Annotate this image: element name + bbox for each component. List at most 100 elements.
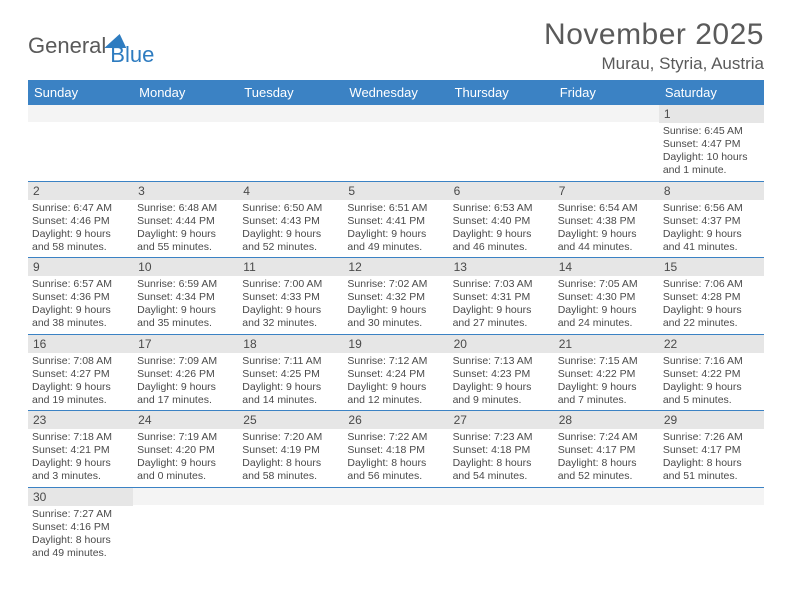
calendar-day-cell: 18Sunrise: 7:11 AMSunset: 4:25 PMDayligh… [238, 334, 343, 411]
calendar-day-cell [659, 487, 764, 563]
weekday-header: Sunday [28, 80, 133, 105]
day-number: 7 [554, 182, 659, 200]
weekday-header: Tuesday [238, 80, 343, 105]
sunrise-text: Sunrise: 6:56 AM [663, 202, 760, 215]
calendar-day-cell: 14Sunrise: 7:05 AMSunset: 4:30 PMDayligh… [554, 258, 659, 335]
sunset-text: Sunset: 4:37 PM [663, 215, 760, 228]
calendar-day-cell: 3Sunrise: 6:48 AMSunset: 4:44 PMDaylight… [133, 181, 238, 258]
calendar-day-cell [238, 105, 343, 181]
sunset-text: Sunset: 4:18 PM [347, 444, 444, 457]
day-number: 4 [238, 182, 343, 200]
calendar-day-cell: 17Sunrise: 7:09 AMSunset: 4:26 PMDayligh… [133, 334, 238, 411]
calendar-day-cell: 30Sunrise: 7:27 AMSunset: 4:16 PMDayligh… [28, 487, 133, 563]
calendar-day-cell: 10Sunrise: 6:59 AMSunset: 4:34 PMDayligh… [133, 258, 238, 335]
day-number: 20 [449, 335, 554, 353]
calendar-day-cell [449, 105, 554, 181]
calendar-day-cell: 20Sunrise: 7:13 AMSunset: 4:23 PMDayligh… [449, 334, 554, 411]
day-number: 14 [554, 258, 659, 276]
day-info: Sunrise: 6:56 AMSunset: 4:37 PMDaylight:… [659, 200, 764, 258]
sunset-text: Sunset: 4:20 PM [137, 444, 234, 457]
sunrise-text: Sunrise: 6:53 AM [453, 202, 550, 215]
calendar-day-cell: 24Sunrise: 7:19 AMSunset: 4:20 PMDayligh… [133, 411, 238, 488]
calendar-day-cell: 5Sunrise: 6:51 AMSunset: 4:41 PMDaylight… [343, 181, 448, 258]
calendar-week-row: 23Sunrise: 7:18 AMSunset: 4:21 PMDayligh… [28, 411, 764, 488]
sunset-text: Sunset: 4:44 PM [137, 215, 234, 228]
sunrise-text: Sunrise: 6:59 AM [137, 278, 234, 291]
sunrise-text: Sunrise: 7:27 AM [32, 508, 129, 521]
sunset-text: Sunset: 4:22 PM [558, 368, 655, 381]
sunset-text: Sunset: 4:31 PM [453, 291, 550, 304]
sunrise-text: Sunrise: 7:26 AM [663, 431, 760, 444]
day-info: Sunrise: 7:22 AMSunset: 4:18 PMDaylight:… [343, 429, 448, 487]
sunrise-text: Sunrise: 7:00 AM [242, 278, 339, 291]
sunset-text: Sunset: 4:17 PM [663, 444, 760, 457]
day-number-empty [449, 105, 554, 122]
daylight-text: Daylight: 9 hours and 41 minutes. [663, 228, 760, 254]
sunrise-text: Sunrise: 7:11 AM [242, 355, 339, 368]
day-info: Sunrise: 7:06 AMSunset: 4:28 PMDaylight:… [659, 276, 764, 334]
sunrise-text: Sunrise: 6:51 AM [347, 202, 444, 215]
sunrise-text: Sunrise: 7:02 AM [347, 278, 444, 291]
weekday-header: Monday [133, 80, 238, 105]
daylight-text: Daylight: 9 hours and 5 minutes. [663, 381, 760, 407]
calendar-day-cell: 23Sunrise: 7:18 AMSunset: 4:21 PMDayligh… [28, 411, 133, 488]
sunset-text: Sunset: 4:16 PM [32, 521, 129, 534]
day-info: Sunrise: 7:24 AMSunset: 4:17 PMDaylight:… [554, 429, 659, 487]
day-number: 27 [449, 411, 554, 429]
day-number: 26 [343, 411, 448, 429]
day-info: Sunrise: 7:11 AMSunset: 4:25 PMDaylight:… [238, 353, 343, 411]
calendar-day-cell: 1Sunrise: 6:45 AMSunset: 4:47 PMDaylight… [659, 105, 764, 181]
day-number-empty [554, 105, 659, 122]
daylight-text: Daylight: 9 hours and 35 minutes. [137, 304, 234, 330]
daylight-text: Daylight: 8 hours and 52 minutes. [558, 457, 655, 483]
sunset-text: Sunset: 4:30 PM [558, 291, 655, 304]
day-info: Sunrise: 6:47 AMSunset: 4:46 PMDaylight:… [28, 200, 133, 258]
calendar-day-cell: 21Sunrise: 7:15 AMSunset: 4:22 PMDayligh… [554, 334, 659, 411]
month-title: November 2025 [544, 18, 764, 52]
daylight-text: Daylight: 9 hours and 44 minutes. [558, 228, 655, 254]
day-info: Sunrise: 6:51 AMSunset: 4:41 PMDaylight:… [343, 200, 448, 258]
daylight-text: Daylight: 9 hours and 19 minutes. [32, 381, 129, 407]
calendar-day-cell: 27Sunrise: 7:23 AMSunset: 4:18 PMDayligh… [449, 411, 554, 488]
day-number: 16 [28, 335, 133, 353]
daylight-text: Daylight: 9 hours and 27 minutes. [453, 304, 550, 330]
day-info: Sunrise: 7:16 AMSunset: 4:22 PMDaylight:… [659, 353, 764, 411]
location: Murau, Styria, Austria [544, 54, 764, 74]
sunset-text: Sunset: 4:26 PM [137, 368, 234, 381]
calendar-day-cell: 26Sunrise: 7:22 AMSunset: 4:18 PMDayligh… [343, 411, 448, 488]
sunrise-text: Sunrise: 6:48 AM [137, 202, 234, 215]
calendar-day-cell [343, 487, 448, 563]
day-number-empty [659, 488, 764, 505]
sunrise-text: Sunrise: 7:19 AM [137, 431, 234, 444]
calendar-day-cell: 15Sunrise: 7:06 AMSunset: 4:28 PMDayligh… [659, 258, 764, 335]
day-number: 11 [238, 258, 343, 276]
weekday-header: Saturday [659, 80, 764, 105]
calendar-day-cell: 29Sunrise: 7:26 AMSunset: 4:17 PMDayligh… [659, 411, 764, 488]
sunset-text: Sunset: 4:41 PM [347, 215, 444, 228]
weekday-header: Friday [554, 80, 659, 105]
calendar-week-row: 30Sunrise: 7:27 AMSunset: 4:16 PMDayligh… [28, 487, 764, 563]
sunset-text: Sunset: 4:25 PM [242, 368, 339, 381]
sunset-text: Sunset: 4:22 PM [663, 368, 760, 381]
day-number: 3 [133, 182, 238, 200]
day-info: Sunrise: 7:26 AMSunset: 4:17 PMDaylight:… [659, 429, 764, 487]
calendar-day-cell: 13Sunrise: 7:03 AMSunset: 4:31 PMDayligh… [449, 258, 554, 335]
sunset-text: Sunset: 4:21 PM [32, 444, 129, 457]
day-info: Sunrise: 7:02 AMSunset: 4:32 PMDaylight:… [343, 276, 448, 334]
calendar-day-cell [28, 105, 133, 181]
calendar-day-cell [449, 487, 554, 563]
calendar-day-cell: 11Sunrise: 7:00 AMSunset: 4:33 PMDayligh… [238, 258, 343, 335]
daylight-text: Daylight: 9 hours and 32 minutes. [242, 304, 339, 330]
calendar-day-cell: 28Sunrise: 7:24 AMSunset: 4:17 PMDayligh… [554, 411, 659, 488]
daylight-text: Daylight: 8 hours and 49 minutes. [32, 534, 129, 560]
calendar-day-cell: 2Sunrise: 6:47 AMSunset: 4:46 PMDaylight… [28, 181, 133, 258]
calendar-day-cell: 7Sunrise: 6:54 AMSunset: 4:38 PMDaylight… [554, 181, 659, 258]
calendar-day-cell: 8Sunrise: 6:56 AMSunset: 4:37 PMDaylight… [659, 181, 764, 258]
sunrise-text: Sunrise: 7:08 AM [32, 355, 129, 368]
sunset-text: Sunset: 4:18 PM [453, 444, 550, 457]
sunrise-text: Sunrise: 7:20 AM [242, 431, 339, 444]
sunrise-text: Sunrise: 7:15 AM [558, 355, 655, 368]
calendar-day-cell: 9Sunrise: 6:57 AMSunset: 4:36 PMDaylight… [28, 258, 133, 335]
calendar-week-row: 2Sunrise: 6:47 AMSunset: 4:46 PMDaylight… [28, 181, 764, 258]
day-info: Sunrise: 7:27 AMSunset: 4:16 PMDaylight:… [28, 506, 133, 564]
